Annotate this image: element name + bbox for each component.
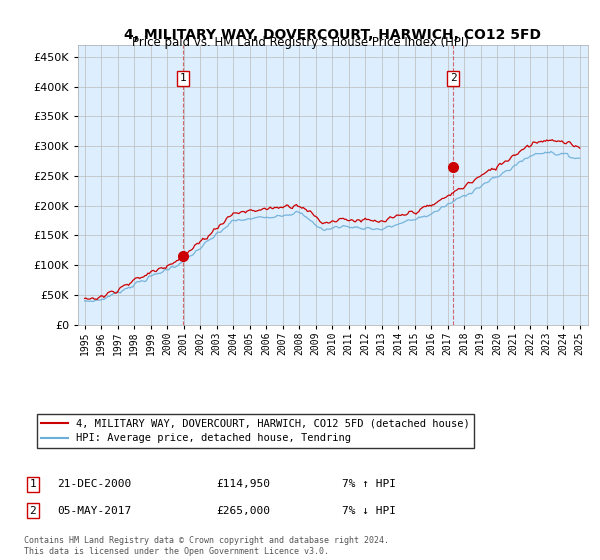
Text: 7% ↑ HPI: 7% ↑ HPI [342,479,396,489]
Text: £265,000: £265,000 [216,506,270,516]
Title: 4, MILITARY WAY, DOVERCOURT, HARWICH, CO12 5FD: 4, MILITARY WAY, DOVERCOURT, HARWICH, CO… [125,28,542,42]
Text: 1: 1 [179,73,187,83]
Text: 05-MAY-2017: 05-MAY-2017 [57,506,131,516]
Text: Price paid vs. HM Land Registry's House Price Index (HPI): Price paid vs. HM Land Registry's House … [131,36,469,49]
Text: £114,950: £114,950 [216,479,270,489]
Text: 2: 2 [29,506,37,516]
Text: 21-DEC-2000: 21-DEC-2000 [57,479,131,489]
Text: Contains HM Land Registry data © Crown copyright and database right 2024.
This d: Contains HM Land Registry data © Crown c… [24,536,389,556]
Text: 7% ↓ HPI: 7% ↓ HPI [342,506,396,516]
Text: 2: 2 [450,73,457,83]
Text: 1: 1 [29,479,37,489]
Legend: 4, MILITARY WAY, DOVERCOURT, HARWICH, CO12 5FD (detached house), HPI: Average pr: 4, MILITARY WAY, DOVERCOURT, HARWICH, CO… [37,414,474,447]
